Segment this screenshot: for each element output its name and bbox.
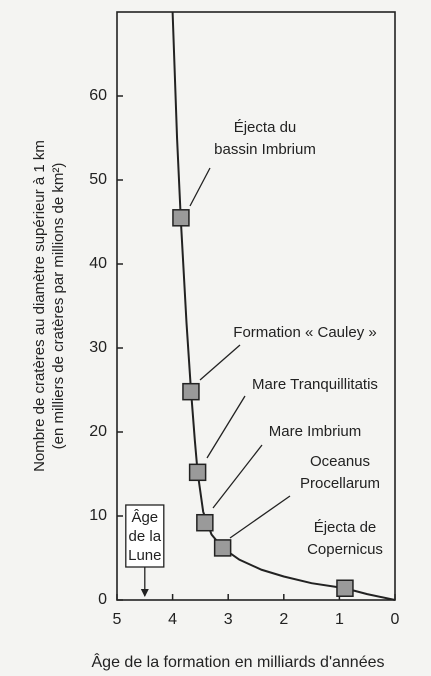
data-point [213, 539, 232, 557]
y-tick-label: 20 [89, 423, 107, 440]
plot-frame [116, 11, 396, 601]
data-point [188, 463, 207, 482]
y-axis-label: Nombre de cratères au diamètre supérieur… [31, 140, 48, 472]
y-tick-label: 60 [89, 87, 107, 104]
leader-line [206, 395, 246, 459]
moon-age-arrowhead [140, 589, 149, 597]
moon-age-label: de la [129, 528, 162, 545]
x-tick-label: 2 [279, 611, 288, 628]
moon-age-box [125, 504, 165, 568]
data-point [196, 513, 214, 532]
x-tick-label: 5 [113, 611, 122, 628]
curve [171, 11, 396, 601]
y-tick-label: 10 [89, 507, 107, 524]
leader-line [212, 444, 263, 509]
y-tick-label: 0 [98, 591, 107, 608]
point-label: Formation « Cauley » [233, 324, 376, 341]
y-tick-label: 30 [89, 339, 107, 356]
leader-line [199, 344, 241, 381]
point-label: Procellarum [300, 475, 380, 492]
moon-age-label: Lune [128, 547, 161, 564]
x-tick-label: 3 [224, 611, 233, 628]
point-label: Éjecta de [314, 519, 377, 536]
point-label: Mare Tranquillitatis [252, 376, 378, 393]
point-label: Copernicus [307, 541, 383, 558]
moon-age-label: Âge [131, 509, 158, 526]
x-tick-label: 0 [391, 611, 400, 628]
x-axis-label: Âge de la formation en milliards d'année… [92, 652, 385, 671]
data-point [182, 382, 200, 401]
point-label: bassin Imbrium [214, 141, 316, 158]
point-label: Éjecta du [234, 119, 297, 136]
leader-line [229, 495, 291, 539]
point-label: Mare Imbrium [269, 423, 362, 440]
leader-line [189, 167, 211, 207]
data-point [336, 579, 354, 597]
y-tick-label: 50 [89, 171, 107, 188]
x-tick-label: 4 [168, 611, 177, 628]
y-tick-label: 40 [89, 255, 107, 272]
x-tick-label: 1 [335, 611, 344, 628]
point-label: Oceanus [310, 453, 370, 470]
data-point [172, 209, 190, 227]
y-axis-label: (en milliers de cratères par millions de… [50, 163, 67, 450]
